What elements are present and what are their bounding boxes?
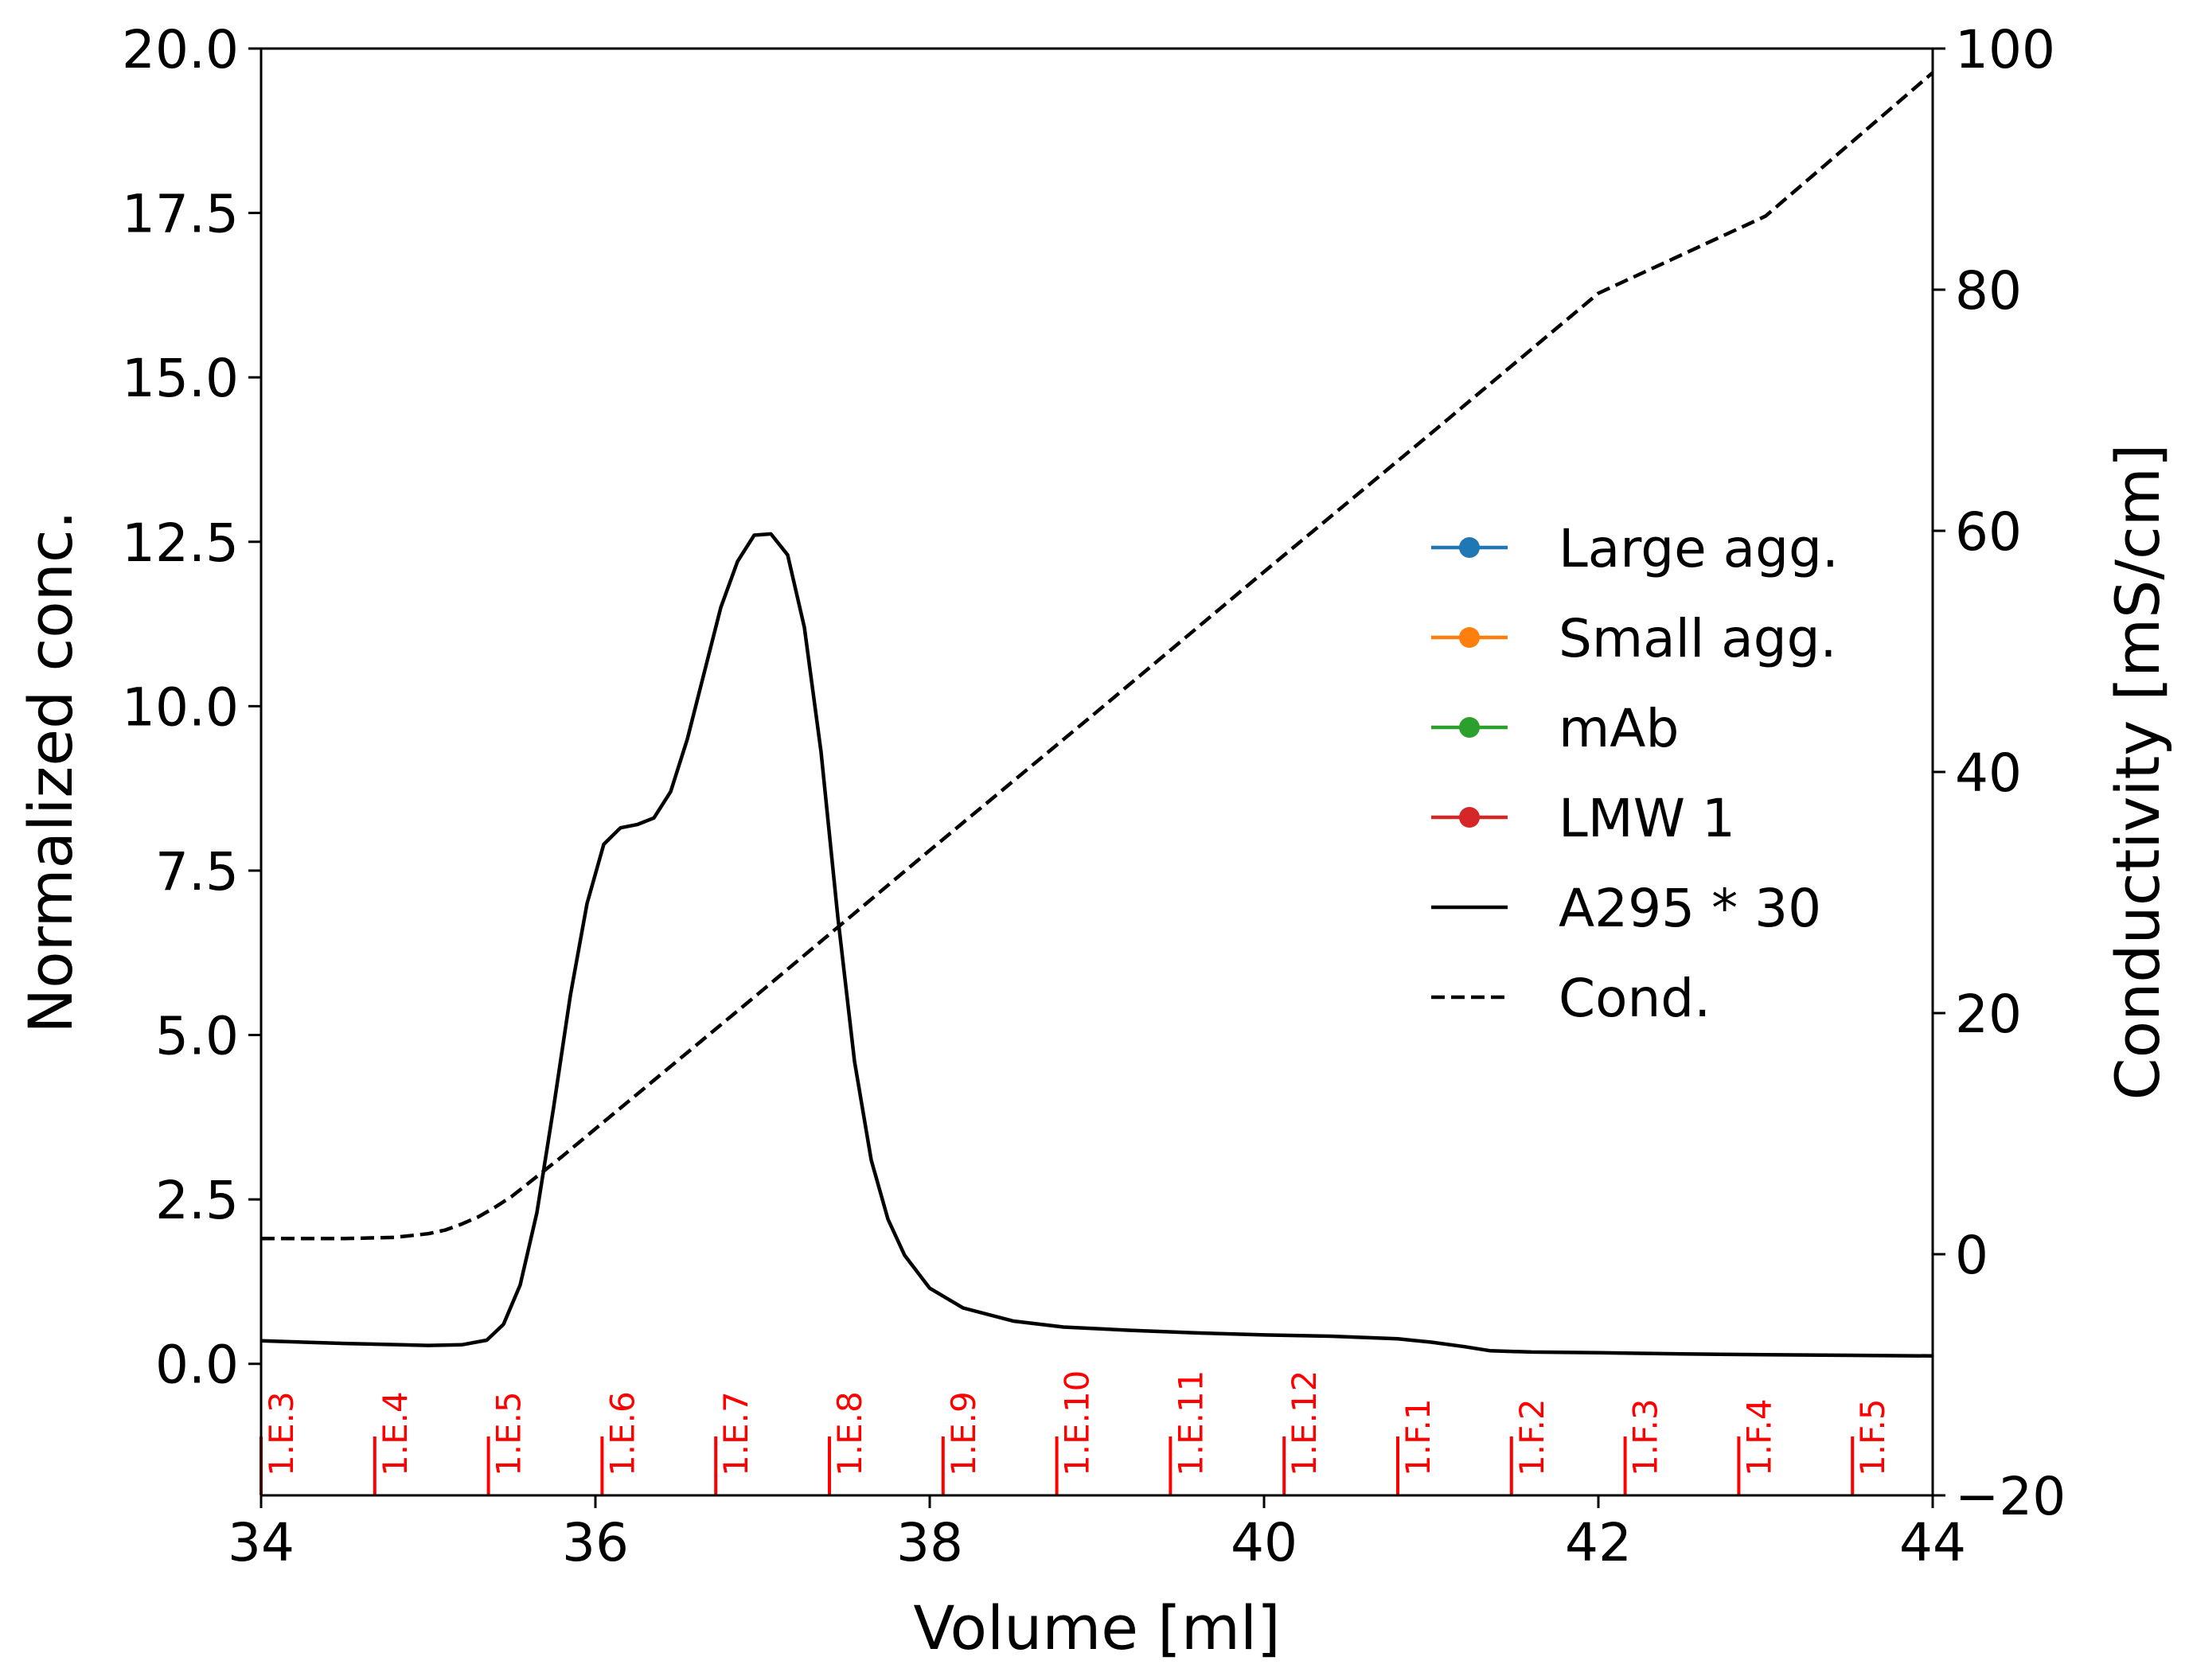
y-axis-label: Normalized conc. (15, 510, 86, 1034)
y2-tick-label: 100 (1955, 19, 2055, 80)
legend-label: mAb (1559, 698, 1679, 759)
conductivity-line (261, 71, 1934, 1241)
fraction-label: 1.F.4 (1739, 1398, 1778, 1476)
x-tick-label: 44 (1899, 1512, 1966, 1573)
fraction-label: 1.E.10 (1058, 1370, 1097, 1476)
legend-label: A295 * 30 (1559, 878, 1821, 939)
legend-label: LMW 1 (1559, 788, 1735, 849)
y2-tick-label: 20 (1955, 984, 2022, 1045)
y-tick-label: 7.5 (155, 841, 239, 902)
y-tick-label: 17.5 (122, 184, 239, 245)
y2-tick-label: 60 (1955, 501, 2022, 563)
x-tick-label: 34 (228, 1512, 295, 1573)
y2-tick-label: 40 (1955, 743, 2022, 804)
legend-label: Cond. (1559, 968, 1711, 1029)
y-tick-label: 20.0 (122, 19, 239, 80)
x-tick-label: 36 (562, 1512, 629, 1573)
fraction-label: 1.F.5 (1853, 1398, 1892, 1476)
y-tick-label: 0.0 (155, 1335, 239, 1396)
series-layer (260, 71, 1934, 1358)
x-tick-label: 40 (1231, 1512, 1297, 1573)
y-tick-label: 15.0 (122, 348, 239, 409)
fraction-label: 1.E.6 (603, 1391, 642, 1476)
legend: Large agg. Small agg. mAb LMW 1 A295 * 30 Con… (1431, 518, 1839, 1029)
y2-tick-label: −20 (1955, 1466, 2066, 1527)
y-tick-label: 2.5 (155, 1170, 239, 1231)
legend-marker (1459, 807, 1480, 828)
y-tick-label: 12.5 (122, 513, 239, 574)
fraction-label: 1.E.4 (376, 1391, 415, 1476)
fraction-label: 1.F.1 (1399, 1398, 1438, 1476)
fraction-markers: 1.E.3 1.E.4 1.E.5 1.E.6 1.E.7 1.E.8 1.E.9 1.E.1… (259, 1370, 1892, 1495)
y2-tick-label: 80 (1955, 260, 2022, 322)
fraction-label: 1.E.5 (490, 1391, 529, 1476)
fraction-label: 1.E.9 (944, 1391, 983, 1476)
legend-label: Small agg. (1559, 608, 1837, 669)
legend-marker (1459, 717, 1480, 738)
fraction-label: 1.E.12 (1285, 1370, 1324, 1476)
fraction-label: 1.F.2 (1512, 1398, 1551, 1476)
plot-frame (259, 47, 1934, 1497)
y-tick-label: 10.0 (122, 676, 239, 738)
axis-ticks: 34 36 38 40 42 44 0.0 2.5 5.0 7.5 10.0 12.5 15.0 17.5… (122, 19, 2066, 1573)
x-tick-label: 42 (1565, 1512, 1632, 1573)
y2-axis-label: Conductivity [mS/cm] (2102, 444, 2173, 1101)
legend-marker (1459, 627, 1480, 648)
fraction-label: 1.F.3 (1626, 1398, 1665, 1476)
fraction-label: 1.E.11 (1171, 1370, 1210, 1476)
fraction-label: 1.E.8 (830, 1391, 869, 1476)
x-axis-label: Volume [ml] (913, 1592, 1280, 1663)
fraction-label: 1.E.3 (262, 1391, 301, 1476)
absorbance-line (260, 532, 1933, 1358)
fraction-label: 1.E.7 (716, 1391, 755, 1476)
y2-tick-label: 0 (1955, 1225, 1988, 1286)
legend-label: Large agg. (1559, 518, 1839, 579)
y-tick-label: 5.0 (155, 1006, 239, 1067)
x-tick-label: 38 (896, 1512, 963, 1573)
legend-marker (1459, 537, 1480, 558)
